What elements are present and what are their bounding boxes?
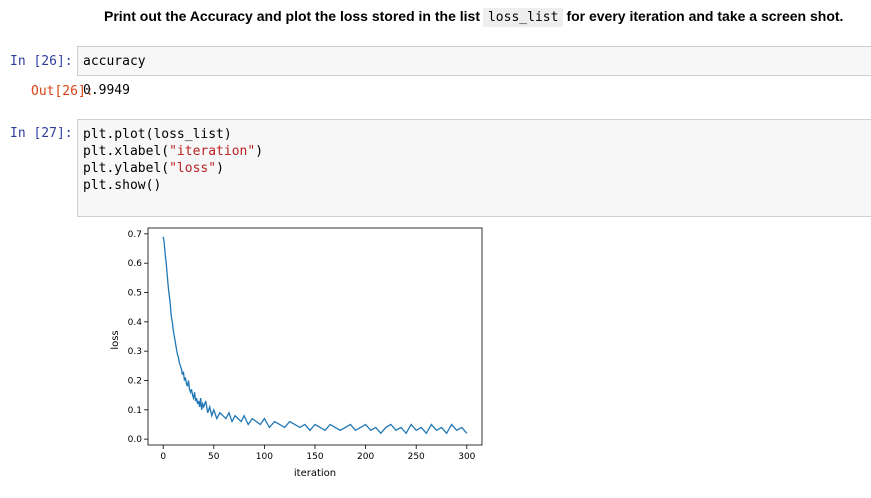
code-line-1: plt.plot(loss_list)	[83, 127, 232, 142]
x-tick-label: 0	[160, 452, 166, 462]
out-prompt-26: Out[26]:	[31, 84, 94, 99]
instruction-text-after: for every iteration and take a screen sh…	[566, 8, 844, 24]
x-tick-label: 200	[357, 452, 374, 462]
y-tick-label: 0.1	[128, 406, 142, 416]
code-cell-26-input[interactable]: accuracy	[77, 46, 871, 76]
x-tick-label: 300	[458, 452, 475, 462]
y-tick-label: 0.6	[128, 259, 143, 269]
output-accuracy-value: 0.9949	[83, 83, 130, 98]
in-prompt-27: In [27]:	[10, 126, 73, 141]
code-text: accuracy	[83, 54, 146, 69]
y-tick-label: 0.0	[128, 435, 143, 445]
markdown-instruction: Print out the Accuracy and plot the loss…	[104, 8, 844, 27]
y-tick-label: 0.4	[128, 318, 143, 328]
code-string-loss: "loss"	[169, 161, 217, 176]
code-block: plt.plot(loss_list) plt.xlabel("iteratio…	[78, 120, 871, 194]
code-line-2b: )	[255, 144, 264, 159]
x-axis-ticks: 0 50 100 150 200 250 300	[160, 445, 476, 462]
code-line: accuracy	[78, 47, 871, 70]
y-tick-label: 0.5	[128, 289, 142, 299]
y-tick-label: 0.7	[128, 230, 142, 240]
x-tick-label: 100	[256, 452, 273, 462]
code-line-3a: plt.ylabel(	[83, 161, 170, 176]
y-tick-label: 0.2	[128, 376, 142, 386]
x-tick-label: 250	[408, 452, 425, 462]
inline-code-loss-list: loss_list	[482, 8, 564, 27]
instruction-text-before: Print out the Accuracy and plot the loss…	[104, 8, 480, 24]
code-line-2a: plt.xlabel(	[83, 144, 170, 159]
x-axis-label: iteration	[294, 468, 336, 479]
code-cell-27-input[interactable]: plt.plot(loss_list) plt.xlabel("iteratio…	[77, 119, 871, 217]
plot-frame	[147, 227, 483, 446]
x-tick-label: 150	[306, 452, 323, 462]
loss-plot: 0.0 0.1 0.2 0.3 0.4 0.5 0.6 0.7 0 50 100 150 200 250…	[110, 227, 483, 479]
y-axis-label: loss	[110, 330, 121, 349]
code-string-iteration: "iteration"	[169, 144, 256, 159]
code-line-3b: )	[216, 161, 224, 176]
in-prompt-26: In [26]:	[10, 54, 73, 69]
y-axis-ticks: 0.0 0.1 0.2 0.3 0.4 0.5 0.6 0.7	[128, 230, 148, 445]
x-tick-label: 50	[208, 452, 220, 462]
loss-series-line	[162, 236, 468, 435]
y-tick-label: 0.3	[128, 347, 142, 357]
code-line-4: plt.show()	[83, 178, 162, 193]
